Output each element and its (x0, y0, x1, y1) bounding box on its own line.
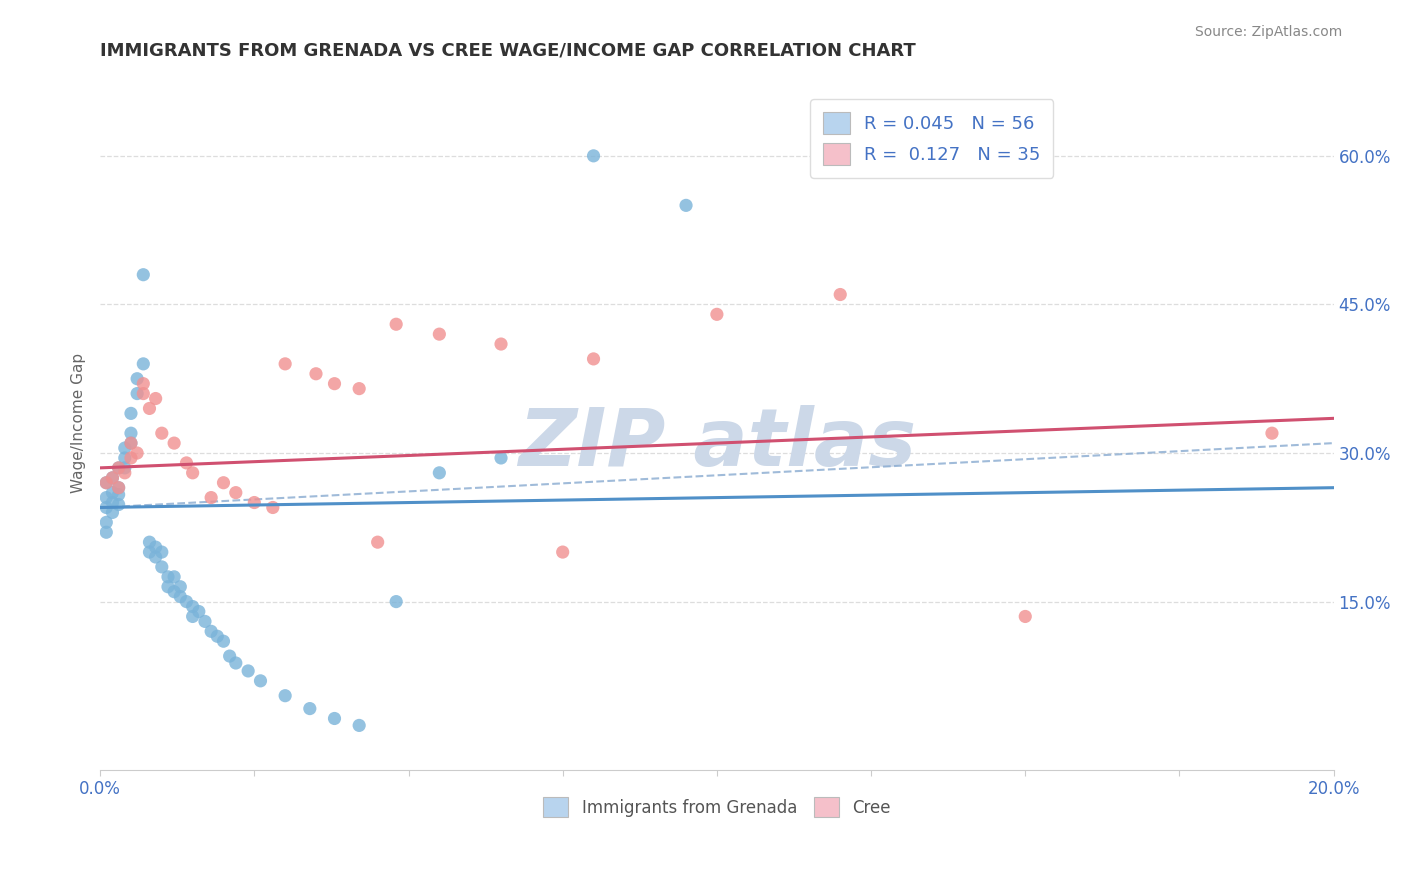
Point (427, 327, 450, 342)
Point (96, 500, 118, 515)
Point (156, 580, 179, 594)
Point (138, 535, 160, 549)
Point (194, 615, 217, 629)
Text: Source: ZipAtlas.com: Source: ZipAtlas.com (1195, 25, 1343, 39)
Point (236, 664, 259, 678)
Point (347, 382, 370, 396)
Point (427, 466, 450, 480)
Point (298, 701, 321, 715)
Point (212, 475, 235, 490)
Point (127, 446, 149, 460)
Point (249, 673, 271, 688)
Point (96, 475, 118, 490)
Point (367, 535, 389, 549)
Point (107, 488, 129, 502)
Point (262, 500, 284, 515)
Point (176, 594, 198, 608)
Point (101, 485, 124, 500)
Point (132, 376, 155, 391)
Point (163, 436, 186, 450)
Point (107, 461, 129, 475)
Point (145, 549, 167, 564)
Point (163, 584, 186, 599)
Point (132, 386, 155, 401)
Point (101, 471, 124, 485)
Point (675, 198, 697, 212)
Point (107, 481, 129, 495)
Point (120, 436, 142, 450)
Point (489, 337, 512, 351)
Point (114, 450, 136, 465)
Point (181, 599, 204, 614)
Point (101, 495, 124, 509)
Point (150, 545, 173, 559)
Point (132, 268, 155, 282)
Point (489, 450, 512, 465)
Text: ZIP atlas: ZIP atlas (517, 405, 915, 483)
Point (114, 441, 136, 455)
Point (1261, 426, 1284, 441)
Point (138, 545, 160, 559)
Point (1014, 609, 1036, 624)
Point (582, 351, 605, 366)
Point (385, 594, 408, 608)
Point (107, 481, 129, 495)
Point (225, 485, 247, 500)
Point (107, 461, 129, 475)
Point (120, 436, 142, 450)
Point (551, 545, 574, 559)
Point (120, 406, 142, 420)
Point (225, 656, 247, 670)
Point (156, 570, 179, 584)
Point (274, 357, 297, 371)
Point (323, 376, 346, 391)
Legend: Immigrants from Grenada, Cree: Immigrants from Grenada, Cree (537, 790, 897, 824)
Point (181, 609, 204, 624)
Point (96, 491, 118, 505)
Point (200, 624, 222, 639)
Y-axis label: Wage/Income Gap: Wage/Income Gap (72, 353, 86, 493)
Point (323, 711, 346, 725)
Point (96, 525, 118, 540)
Point (101, 471, 124, 485)
Point (150, 426, 173, 441)
Point (169, 590, 191, 604)
Point (132, 357, 155, 371)
Point (163, 570, 186, 584)
Point (347, 718, 370, 732)
Point (181, 466, 204, 480)
Point (218, 649, 240, 664)
Point (582, 149, 605, 163)
Point (138, 401, 160, 416)
Point (200, 491, 222, 505)
Point (120, 450, 142, 465)
Text: IMMIGRANTS FROM GRENADA VS CREE WAGE/INCOME GAP CORRELATION CHART: IMMIGRANTS FROM GRENADA VS CREE WAGE/INC… (100, 42, 915, 60)
Point (706, 307, 728, 321)
Point (187, 605, 209, 619)
Point (127, 386, 149, 401)
Point (101, 505, 124, 519)
Point (145, 540, 167, 554)
Point (169, 580, 191, 594)
Point (274, 689, 297, 703)
Point (176, 456, 198, 470)
Point (385, 317, 408, 331)
Point (305, 367, 328, 381)
Point (212, 634, 235, 648)
Point (96, 516, 118, 530)
Point (127, 372, 149, 386)
Point (145, 392, 167, 406)
Point (150, 560, 173, 574)
Point (120, 426, 142, 441)
Point (114, 466, 136, 480)
Point (96, 475, 118, 490)
Point (830, 287, 852, 301)
Point (243, 495, 266, 509)
Point (107, 498, 129, 512)
Point (114, 461, 136, 475)
Point (207, 629, 229, 643)
